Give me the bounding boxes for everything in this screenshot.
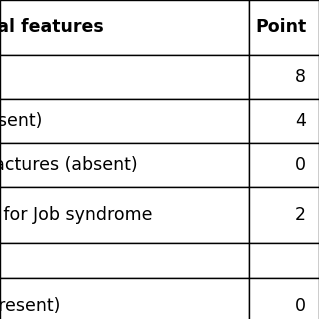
Text: 8: 8: [295, 68, 306, 86]
Text: cal features: cal features: [0, 19, 104, 36]
Bar: [0, 187, 249, 243]
Text: e for Job syndrome: e for Job syndrome: [0, 206, 153, 224]
Bar: [249, 278, 319, 319]
Text: esent): esent): [0, 112, 43, 130]
Text: 0: 0: [295, 297, 306, 315]
Bar: [249, 187, 319, 243]
Bar: [249, 143, 319, 187]
Bar: [249, 99, 319, 143]
Text: 4: 4: [295, 112, 306, 130]
Text: present): present): [0, 297, 61, 315]
Bar: [0, 99, 249, 143]
Text: Point: Point: [255, 19, 306, 36]
Bar: [0, 278, 249, 319]
Bar: [0, 143, 249, 187]
Bar: [0, 243, 249, 278]
Text: ractures (absent): ractures (absent): [0, 156, 138, 174]
Bar: [249, 55, 319, 99]
Bar: [249, 243, 319, 278]
Bar: [249, 0, 319, 55]
Bar: [0, 55, 249, 99]
Text: 0: 0: [295, 156, 306, 174]
Text: 2: 2: [295, 206, 306, 224]
Bar: [0, 0, 249, 55]
